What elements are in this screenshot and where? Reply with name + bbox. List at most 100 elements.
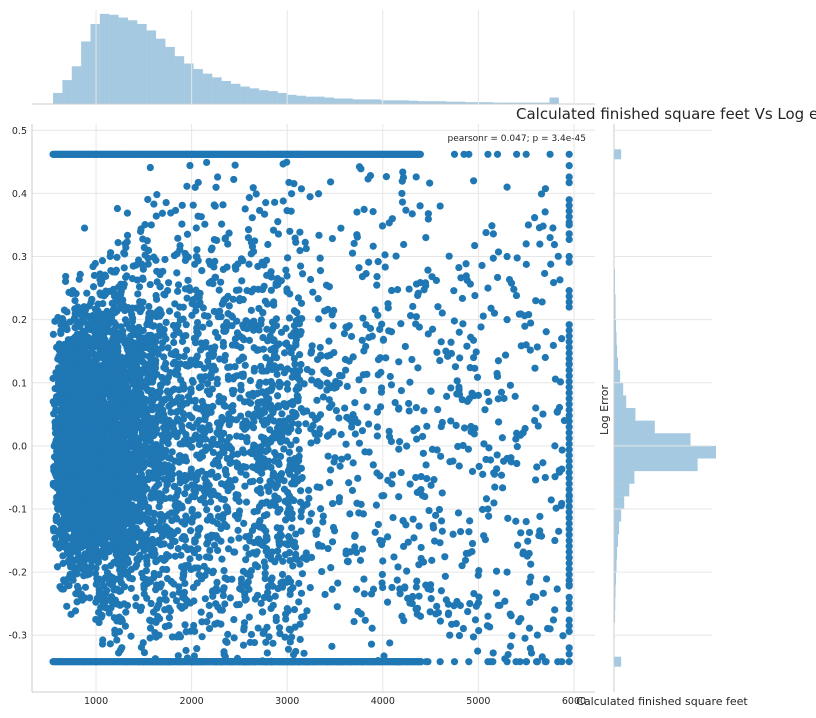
scatter-point: [67, 410, 74, 417]
scatter-point: [143, 595, 150, 602]
scatter-point: [150, 516, 157, 523]
scatter-point: [168, 400, 175, 407]
scatter-point: [288, 524, 295, 531]
scatter-point: [156, 448, 163, 455]
x-hist-bar: [381, 100, 390, 104]
x-hist-bar: [353, 99, 362, 104]
scatter-point: [134, 290, 141, 297]
scatter-point: [67, 611, 74, 618]
scatter-point: [171, 252, 178, 259]
scatter-point: [223, 504, 230, 511]
y-hist-bar: [614, 534, 618, 547]
scatter-point: [122, 609, 129, 616]
scatter-point: [123, 515, 130, 522]
scatter-point: [162, 335, 169, 342]
scatter-point: [99, 257, 106, 264]
scatter-point: [50, 525, 57, 532]
scatter-point: [111, 348, 118, 355]
scatter-point: [191, 398, 198, 405]
x-hist-bar: [240, 87, 249, 104]
scatter-point: [202, 595, 209, 602]
scatter-point: [103, 308, 110, 315]
scatter-point: [207, 498, 214, 505]
scatter-point: [74, 303, 81, 310]
x-hist-bar: [400, 100, 409, 104]
scatter-point: [165, 622, 172, 629]
scatter-point: [250, 184, 257, 191]
scatter-point: [84, 555, 91, 562]
x-hist-bar: [222, 81, 231, 104]
scatter-point: [265, 633, 272, 640]
scatter-point: [83, 290, 90, 297]
y-hist-bar: [614, 395, 626, 408]
scatter-point: [245, 411, 252, 418]
scatter-point: [181, 353, 188, 360]
x-hist-bar: [550, 98, 559, 104]
scatter-point: [218, 221, 225, 228]
scatter-point: [231, 363, 238, 370]
scatter-point: [261, 283, 268, 290]
scatter-point: [120, 283, 127, 290]
scatter-point: [151, 570, 158, 577]
scatter-point: [172, 370, 179, 377]
scatter-point: [245, 261, 252, 268]
scatter-point: [163, 319, 170, 326]
scatter-point: [152, 292, 159, 299]
scatter-point: [160, 353, 167, 360]
scatter-point: [86, 594, 93, 601]
scatter-point: [177, 440, 184, 447]
scatter-point: [164, 469, 171, 476]
scatter-point: [206, 320, 213, 327]
scatter-point: [65, 385, 72, 392]
scatter-point: [188, 518, 195, 525]
x-hist-bar: [372, 99, 381, 104]
scatter-point: [90, 321, 97, 328]
scatter-point: [175, 386, 182, 393]
scatter-point: [234, 527, 241, 534]
y-hist-bar: [614, 509, 621, 522]
scatter-point: [59, 533, 66, 540]
scatter-point: [203, 479, 210, 486]
scatter-point: [143, 557, 150, 564]
scatter-point: [114, 205, 121, 212]
x-hist-bar: [278, 93, 287, 104]
x-hist-bar: [147, 30, 156, 104]
scatter-point: [253, 190, 260, 197]
scatter-point: [166, 614, 173, 621]
scatter-point: [171, 538, 178, 545]
scatter-point: [283, 272, 290, 279]
scatter-point: [176, 470, 183, 477]
scatter-point: [161, 434, 168, 441]
scatter-point: [73, 598, 80, 605]
scatter-point: [98, 612, 105, 619]
scatter-point: [225, 410, 232, 417]
scatter-point: [164, 379, 171, 386]
scatter-point: [215, 513, 222, 520]
scatter-point: [218, 414, 225, 421]
scatter-point: [218, 436, 225, 443]
scatter-point: [277, 525, 284, 532]
x-hist-bar: [343, 98, 352, 104]
scatter-point: [181, 533, 188, 540]
scatter-point: [191, 261, 198, 268]
scatter-point: [229, 402, 236, 409]
scatter-point: [102, 287, 109, 294]
y-hist-bar: [614, 471, 634, 484]
scatter-point: [181, 621, 188, 628]
scatter-point: [285, 646, 292, 653]
scatter-point: [167, 409, 174, 416]
scatter-point: [201, 221, 208, 228]
scatter-point: [101, 530, 108, 537]
scatter-point: [98, 429, 105, 436]
scatter-point: [242, 556, 249, 563]
scatter-point: [241, 483, 248, 490]
scatter-point: [140, 547, 147, 554]
x-hist-bar: [165, 47, 174, 104]
scatter-point: [208, 370, 215, 377]
scatter-point: [175, 281, 182, 288]
scatter-point: [238, 355, 245, 362]
scatter-point: [127, 633, 134, 640]
scatter-point: [113, 267, 120, 274]
scatter-point: [216, 355, 223, 362]
